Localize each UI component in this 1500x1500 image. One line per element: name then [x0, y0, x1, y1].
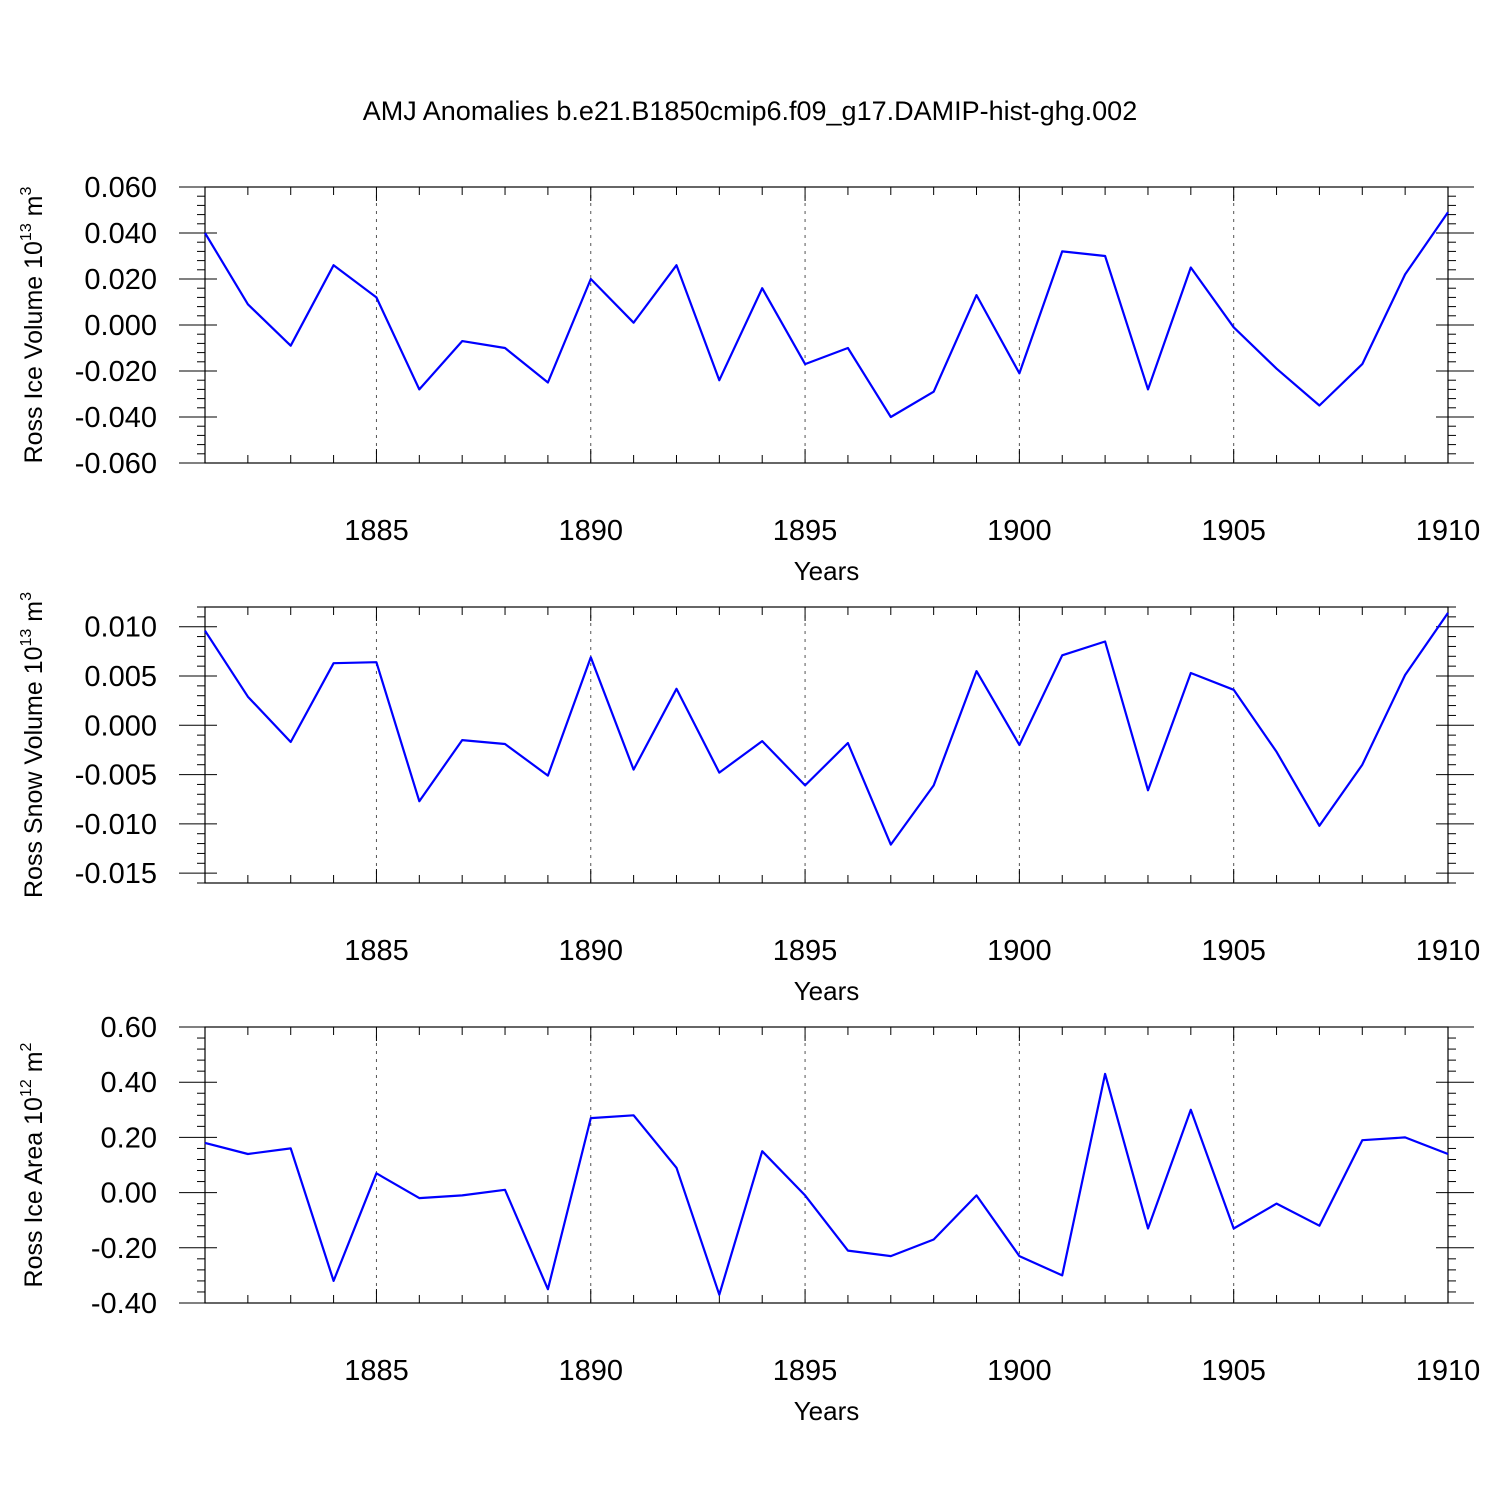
x-tick-label: 1900: [987, 515, 1052, 547]
x-tick-label: 1900: [987, 935, 1052, 967]
y-tick-label: 0.40: [101, 1067, 157, 1099]
x-tick-label: 1895: [773, 515, 838, 547]
series-line: [204, 612, 1449, 846]
x-tick-label: 1905: [1201, 515, 1266, 547]
x-tick-label: 1890: [559, 1355, 624, 1387]
plot-frame: [204, 1026, 1449, 1304]
y-tick-label: -0.010: [75, 809, 157, 841]
y-axis-label: Ross Ice Area 1012 m2: [18, 1042, 48, 1287]
y-axis-label: Ross Ice Volume 1013 m3: [18, 186, 48, 463]
chart-title: AMJ Anomalies b.e21.B1850cmip6.f09_g17.D…: [362, 96, 1138, 126]
y-tick-label: 0.040: [84, 218, 157, 250]
y-tick-label: 0.20: [101, 1122, 157, 1154]
y-tick-label: 0.000: [84, 710, 157, 742]
x-tick-label: 1910: [1416, 935, 1481, 967]
x-tick-label: 1910: [1416, 1355, 1481, 1387]
y-tick-label: 0.010: [84, 612, 157, 644]
y-tick-label: -0.040: [75, 402, 157, 434]
x-axis-label: Years: [794, 976, 860, 1006]
y-tick-label: -0.060: [75, 448, 157, 480]
x-tick-label: 1890: [559, 935, 624, 967]
y-tick-label: 0.005: [84, 661, 157, 693]
y-tick-label: -0.005: [75, 760, 157, 792]
x-tick-label: 1900: [987, 1355, 1052, 1387]
y-tick-label: -0.015: [75, 858, 157, 890]
x-tick-label: 1895: [773, 935, 838, 967]
x-tick-label: 1905: [1201, 935, 1266, 967]
y-tick-label: 0.020: [84, 264, 157, 296]
panel-2: -0.015 -0.010 -0.005 0.000 0.005 0.010 1885 189…: [18, 592, 1480, 1006]
x-tick-label: 1885: [344, 935, 409, 967]
x-tick-label: 1890: [559, 515, 624, 547]
plot-frame: [204, 186, 1449, 464]
x-tick-label: 1905: [1201, 1355, 1266, 1387]
panel-3: -0.40 -0.20 0.00 0.20 0.40 0.60 1885 1890 1895 19…: [18, 1012, 1480, 1426]
series-line: [204, 211, 1449, 419]
x-tick-label: 1885: [344, 1355, 409, 1387]
y-tick-label: 0.60: [101, 1012, 157, 1044]
y-tick-label: 0.060: [84, 172, 157, 204]
x-axis-label: Years: [794, 556, 860, 586]
y-tick-label: -0.20: [91, 1233, 157, 1265]
y-tick-label: 0.000: [84, 310, 157, 342]
y-tick-label: -0.40: [91, 1288, 157, 1320]
y-axis-label: Ross Snow Volume 1013 m3: [18, 592, 48, 898]
x-tick-label: 1895: [773, 1355, 838, 1387]
y-tick-label: 0.00: [101, 1178, 157, 1210]
y-tick-label: -0.020: [75, 356, 157, 388]
series-line: [204, 1072, 1449, 1296]
x-tick-label: 1910: [1416, 515, 1481, 547]
plot-frame: [204, 606, 1449, 884]
x-tick-label: 1885: [344, 515, 409, 547]
panel-1: -0.060 -0.040 -0.020 0.000 0.020 0.040 0.060 18…: [18, 172, 1480, 586]
x-axis-label: Years: [794, 1396, 860, 1426]
